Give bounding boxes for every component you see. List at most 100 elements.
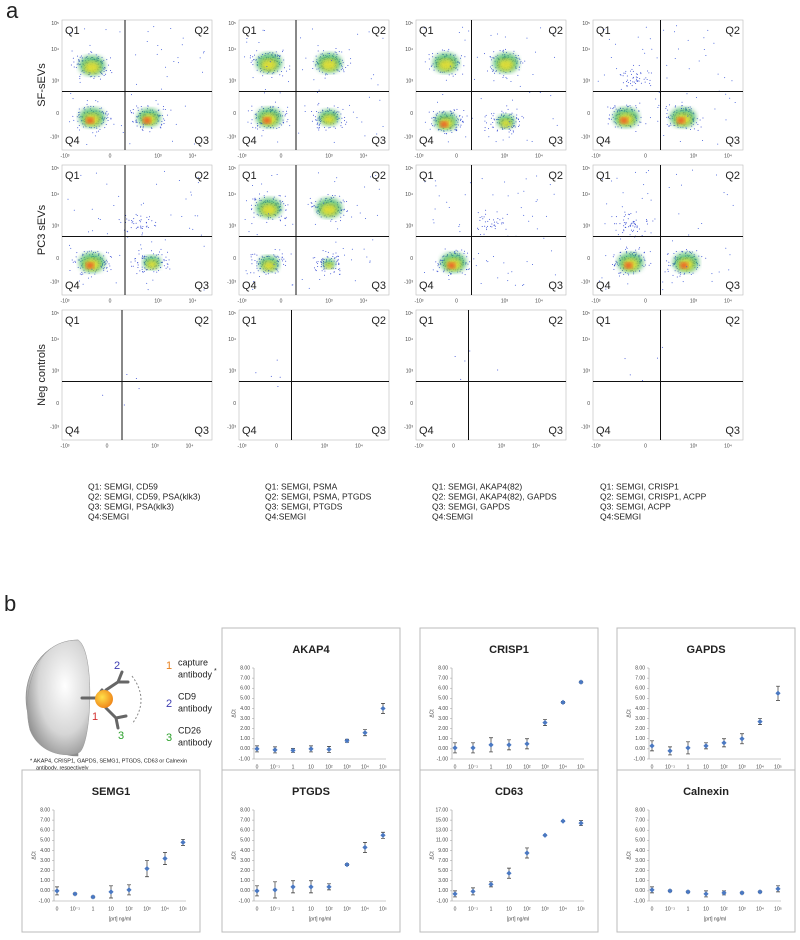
event-dot: [623, 229, 625, 231]
event-dot: [515, 121, 517, 123]
event-dot: [142, 129, 144, 131]
chart-title: PTGDS: [292, 786, 330, 798]
event-dot: [480, 234, 482, 236]
event-dot: [502, 49, 504, 51]
event-dot: [490, 117, 492, 119]
event-dot: [677, 48, 679, 50]
event-dot: [267, 273, 269, 275]
gate-legend: Q1: SEMGI, CRISP1: [600, 481, 679, 491]
event-dot: [140, 125, 142, 127]
event-dot: [379, 99, 381, 101]
event-dot: [493, 224, 495, 226]
event-dot: [320, 53, 322, 55]
event-dot: [142, 257, 144, 259]
chart-frame: [419, 769, 599, 933]
event-dot: [271, 271, 273, 273]
event-dot: [622, 75, 624, 77]
event-dot: [135, 227, 137, 229]
event-dot: [102, 394, 104, 396]
event-dot: [287, 119, 289, 121]
event-dot: [625, 222, 627, 224]
event-dot: [264, 89, 266, 91]
event-dot: [273, 106, 275, 108]
event-dot: [438, 195, 440, 197]
event-dot: [77, 127, 79, 129]
event-dot: [333, 73, 335, 75]
event-dot: [657, 120, 659, 122]
event-dot: [484, 120, 486, 122]
event-dot: [454, 250, 456, 252]
y-tick-label: 6.00: [438, 686, 448, 692]
event-dot: [648, 264, 650, 266]
event-dot: [113, 123, 115, 125]
event-dot: [140, 105, 142, 107]
x-tick-label: 10⁻¹: [468, 764, 478, 770]
legend-text: antibody: [178, 737, 213, 747]
event-dot: [171, 140, 173, 142]
event-dot: [705, 55, 707, 57]
event-dot: [190, 191, 192, 193]
event-dot: [72, 115, 74, 117]
event-dot: [255, 202, 257, 204]
event-dot: [375, 174, 377, 176]
event-dot: [639, 247, 641, 249]
vesicle: [27, 639, 91, 755]
event-dot: [318, 102, 320, 104]
event-dot: [654, 218, 656, 220]
y-tick-label: 0: [233, 256, 236, 262]
event-dot: [512, 99, 514, 101]
x-tick-label: -10³: [592, 443, 601, 449]
x-tick-label: 0: [454, 764, 457, 770]
data-point: [560, 699, 566, 705]
event-dot: [633, 229, 635, 231]
quadrant-label: Q2: [371, 315, 386, 327]
x-axis-label: [prt] ng/ml: [109, 916, 131, 922]
gate-legend: Q2: SEMGI, CRISP1, ACPP: [600, 491, 707, 501]
event-dot: [168, 259, 170, 261]
event-dot: [77, 259, 79, 261]
event-dot: [432, 219, 434, 221]
event-dot: [344, 116, 346, 118]
density-peak: [447, 262, 456, 269]
event-dot: [259, 275, 261, 277]
event-dot: [89, 76, 91, 78]
event-dot: [73, 66, 75, 68]
event-dot: [453, 251, 455, 253]
event-dot: [481, 216, 483, 218]
event-dot: [687, 107, 689, 109]
event-dot: [337, 258, 339, 260]
event-dot: [107, 252, 109, 254]
event-dot: [688, 68, 690, 70]
x-tick-label: 0: [256, 906, 259, 912]
gate-legend: Q4:SEMGI: [88, 511, 129, 521]
event-dot: [150, 127, 152, 129]
event-dot: [488, 218, 490, 220]
event-dot: [80, 73, 82, 75]
chart-frame: [616, 769, 796, 933]
event-dot: [140, 225, 142, 227]
y-tick-label: 1.00: [240, 878, 250, 884]
event-dot: [319, 279, 321, 281]
x-tick-label: 10²: [523, 764, 531, 770]
event-dot: [141, 266, 143, 268]
event-dot: [256, 254, 258, 256]
event-dot: [95, 54, 97, 56]
event-dot: [543, 237, 545, 239]
event-dot: [325, 73, 327, 75]
event-dot: [105, 29, 107, 31]
event-dot: [318, 125, 320, 127]
event-dot: [734, 102, 736, 104]
event-dot: [485, 209, 487, 211]
event-dot: [136, 226, 138, 228]
event-dot: [80, 55, 82, 57]
event-dot: [320, 216, 322, 218]
event-dot: [140, 219, 142, 221]
event-dot: [693, 128, 695, 130]
event-dot: [457, 69, 459, 71]
event-dot: [336, 177, 338, 179]
event-dot: [261, 255, 263, 257]
event-dot: [78, 108, 80, 110]
